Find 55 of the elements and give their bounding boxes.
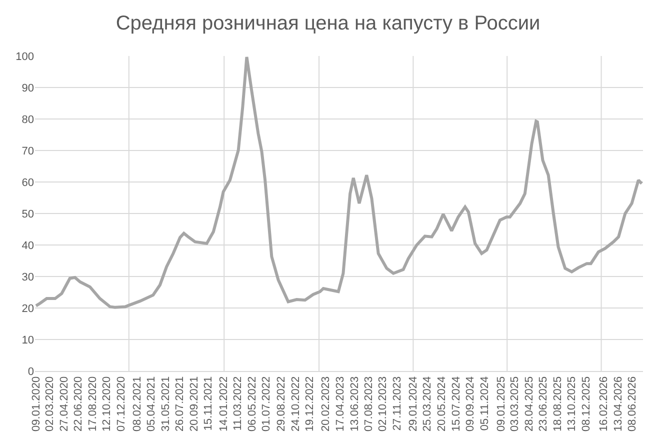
x-tick-label: 26.07.2021 [174, 376, 186, 432]
x-tick-label: 11.03.2022 [232, 376, 244, 431]
x-tick-label: 09.01.2025 [496, 376, 508, 432]
y-tick-label: 50 [22, 208, 34, 220]
line-series [35, 56, 643, 309]
x-tick-label: 06.05.2022 [246, 376, 258, 432]
x-tick-label: 13.06.2023 [348, 376, 361, 432]
x-tick-label: 20.09.2021 [188, 376, 200, 432]
y-tick-label: 40 [22, 240, 34, 252]
x-tick-label: 17.04.2023 [334, 376, 346, 432]
x-tick-label: 27.04.2020 [58, 376, 70, 432]
x-tick-label: 31.05.2021 [160, 376, 172, 432]
x-tick-label: 28.04.2025 [523, 376, 536, 432]
x-tick-label: 08.06.2026 [626, 376, 639, 432]
y-tick-label: 30 [22, 271, 34, 284]
x-tick-label: 15.11.2021 [202, 376, 215, 431]
x-tick-label: 23.06.2025 [538, 376, 550, 432]
x-tick-label: 01.07.2022 [260, 376, 273, 432]
y-tick-label: 100 [16, 50, 34, 63]
x-tick-label: 02.03.2020 [44, 376, 56, 432]
y-tick-label: 60 [22, 176, 34, 189]
y-tick-label: 20 [22, 302, 34, 315]
x-tick-label: 20.02.2023 [320, 376, 332, 432]
x-tick-label: 14.01.2022 [218, 376, 230, 432]
x-tick-label: 02.10.2023 [377, 376, 390, 432]
x-tick-label: 18.08.2025 [552, 376, 564, 432]
x-tick-label: 16.02.2026 [598, 376, 610, 432]
chart-title: Средняя розничная цена на капусту в России [116, 12, 540, 34]
x-tick-label: 07.08.2023 [362, 376, 375, 432]
y-tick-label: 70 [22, 145, 34, 158]
x-tick-label: 09.01.2020 [30, 376, 43, 432]
y-tick-label: 10 [22, 334, 34, 346]
x-tick-label: 05.11.2024 [479, 376, 492, 431]
y-tick-label: 80 [22, 114, 34, 126]
x-tick-label: 29.08.2022 [276, 376, 288, 432]
x-tick-label: 27.11.2023 [391, 376, 404, 431]
x-tick-label: 22.06.2020 [72, 376, 85, 432]
x-tick-label: 25.03.2024 [422, 376, 434, 432]
x-tick-label: 24.10.2022 [290, 376, 302, 432]
x-tick-label: 19.12.2022 [304, 376, 316, 432]
x-tick-label: 29.01.2024 [408, 376, 420, 432]
x-tick-label: 08.12.2025 [580, 376, 592, 432]
x-tick-label: 15.07.2024 [450, 376, 462, 432]
x-tick-label: 05.04.2021 [146, 376, 158, 432]
x-tick-label: 08.02.2021 [131, 376, 144, 432]
x-tick-label: 09.09.2024 [464, 376, 477, 432]
y-tick-label: 90 [22, 82, 34, 94]
x-tick-label: 20.05.2024 [436, 376, 448, 432]
y-tick-label: 0 [28, 366, 34, 378]
x-tick-label: 03.03.2025 [509, 376, 522, 432]
x-tick-label: 13.04.2026 [612, 376, 624, 432]
x-tick-label: 07.12.2020 [115, 376, 128, 432]
x-tick-label: 13.10.2025 [566, 376, 578, 432]
x-tick-label: 12.10.2020 [101, 376, 114, 432]
x-tick-label: 17.08.2020 [86, 376, 99, 432]
